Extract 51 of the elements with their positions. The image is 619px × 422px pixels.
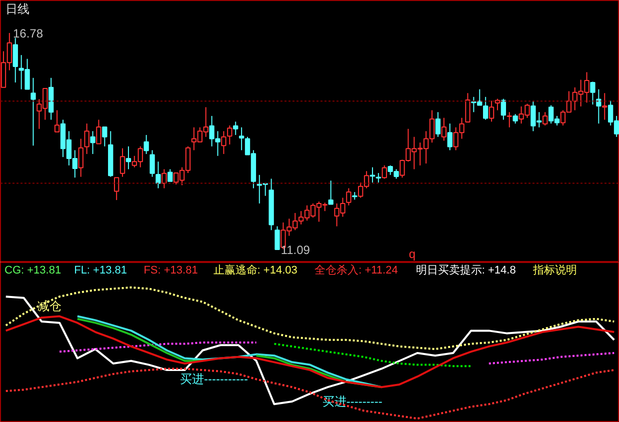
candlestick: [488, 100, 494, 122]
candlestick: [447, 123, 452, 151]
candlestick: [156, 161, 161, 189]
candlestick: [84, 123, 90, 154]
candlestick: [465, 92, 470, 123]
candlestick: [370, 166, 376, 184]
candlestick: [144, 134, 149, 154]
candlestick: [483, 96, 488, 120]
text: 止赢逃命: +14.03: [213, 263, 298, 276]
candlestick: [596, 88, 602, 124]
text: 全仓杀入: +11.24: [314, 263, 398, 276]
candlestick: [102, 126, 108, 147]
annotation: 买进-----------: [180, 372, 248, 386]
candlestick: [30, 77, 36, 146]
candlestick: [441, 117, 446, 142]
candlestick: [346, 188, 352, 206]
candlestick: [78, 138, 84, 178]
candlestick: [162, 168, 167, 189]
chart-title: 日线: [5, 2, 30, 16]
candlestick: [90, 130, 96, 154]
candlestick: [435, 112, 441, 138]
text: FL: +13.81: [74, 264, 128, 276]
candlestick: [120, 148, 126, 178]
candlestick: [376, 172, 382, 184]
candlestick: [328, 180, 334, 205]
annotation: 11.09: [280, 243, 310, 258]
candlestick: [382, 164, 387, 180]
text: FS: +13.81: [144, 264, 198, 276]
candlestick: [54, 110, 60, 132]
candlestick: [542, 112, 548, 126]
text: 明日买卖提示: +14.8: [416, 263, 516, 276]
candlestick: [126, 146, 132, 170]
candlestick: [506, 112, 512, 128]
candlestick: [602, 92, 608, 120]
annotation: 16.78: [13, 26, 44, 40]
text: 指标说明: [532, 264, 577, 276]
candlestick: [512, 114, 518, 124]
candlestick: [233, 121, 238, 136]
candlestick: [227, 124, 232, 145]
candlestick: [590, 81, 596, 106]
candlestick: [221, 130, 226, 154]
candlestick: [500, 98, 506, 120]
candlestick: [12, 37, 18, 83]
candlestick: [114, 177, 120, 201]
candlestick: [238, 126, 244, 151]
candlestick: [274, 226, 280, 250]
candlestick: [168, 168, 173, 182]
candlestick: [150, 150, 155, 178]
candlestick: [96, 119, 102, 144]
annotation: q: [408, 246, 416, 261]
text: CG: +13.81: [4, 264, 62, 276]
